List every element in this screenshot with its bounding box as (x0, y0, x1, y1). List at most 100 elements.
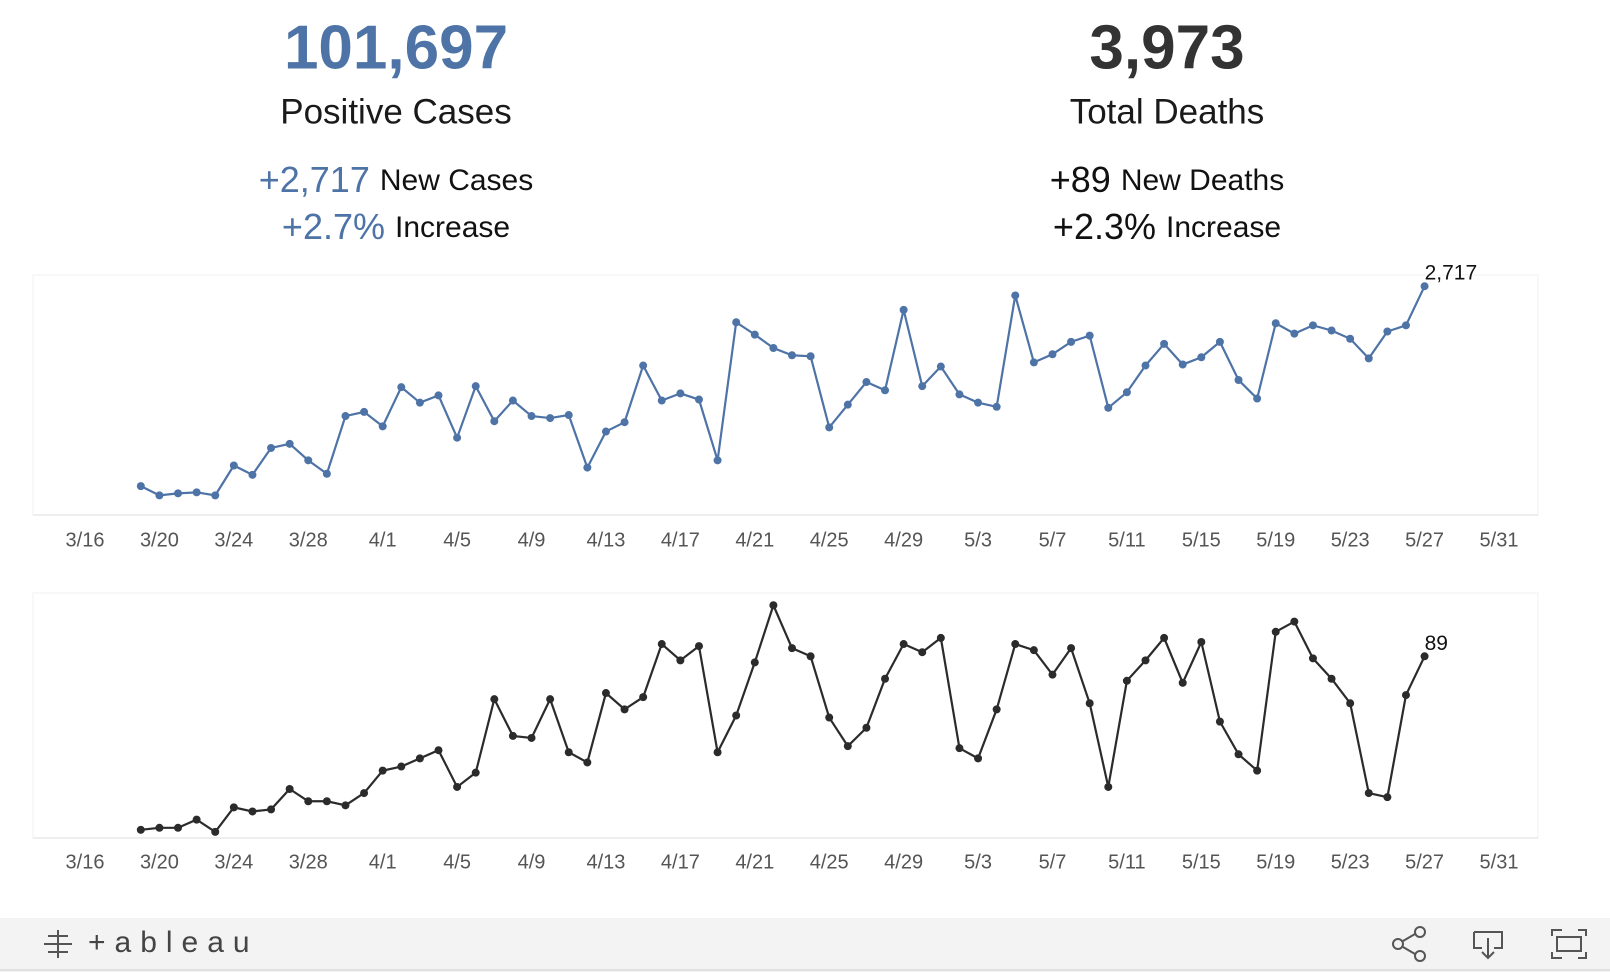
point (1122, 388, 1131, 397)
x-tick-label: 5/27 (1405, 529, 1444, 551)
point (1327, 674, 1336, 683)
x-tick-label: 5/31 (1480, 529, 1519, 551)
point (713, 748, 722, 757)
x-tick-label: 3/20 (140, 529, 179, 551)
x-tick-label: 5/11 (1108, 851, 1145, 873)
point (267, 443, 276, 452)
download-button[interactable] (1473, 931, 1503, 960)
point (1160, 339, 1169, 348)
point (136, 825, 145, 834)
kpi-change-value: +2,717 (259, 159, 370, 200)
x-tick-label: 5/3 (964, 529, 992, 551)
point (1364, 789, 1373, 798)
kpi-change: +2,717 New Cases (259, 159, 534, 200)
point (1122, 676, 1131, 685)
kpi-change: +2.3% Increase (1053, 206, 1281, 247)
point (620, 418, 629, 427)
point (769, 601, 778, 610)
point (453, 433, 462, 442)
point (229, 803, 238, 812)
point (1104, 403, 1113, 412)
point (601, 689, 610, 698)
point (918, 648, 927, 657)
share-button[interactable] (1392, 926, 1426, 962)
fullscreen-button[interactable] (1551, 929, 1587, 959)
x-tick-label: 5/15 (1182, 851, 1221, 873)
point (1104, 782, 1113, 791)
x-tick-label: 4/5 (443, 851, 471, 873)
x-tick-label: 5/15 (1182, 529, 1221, 551)
point (229, 461, 238, 470)
point (639, 693, 648, 702)
kpi-change-value: +89 (1050, 159, 1111, 200)
point (192, 815, 201, 824)
x-tick-label: 5/3 (964, 851, 992, 873)
x-tick-label: 4/17 (661, 529, 700, 551)
point (1011, 291, 1020, 300)
point (397, 762, 406, 771)
x-tick-label: 3/28 (289, 851, 328, 873)
point (1067, 644, 1076, 653)
point (881, 674, 890, 683)
point (1383, 327, 1392, 336)
kpi-change-value: +2.3% (1053, 206, 1156, 247)
point (1420, 282, 1429, 291)
brand: +ableau (88, 926, 259, 959)
x-tick-label: 5/7 (1039, 851, 1067, 873)
kpi-label: Positive Cases (280, 92, 511, 131)
x-tick-label: 3/16 (66, 851, 105, 873)
point (1197, 638, 1206, 646)
point (192, 488, 201, 497)
point (248, 470, 257, 479)
point (508, 731, 517, 740)
point (471, 768, 480, 777)
point (788, 351, 796, 360)
point (639, 361, 648, 370)
point (899, 305, 908, 314)
point (1160, 633, 1169, 642)
x-tick-label: 5/31 (1480, 851, 1519, 873)
point (974, 754, 983, 763)
point (1141, 361, 1150, 370)
point (1178, 360, 1187, 369)
x-tick-label: 3/24 (214, 851, 253, 873)
point (788, 644, 796, 653)
point (1346, 699, 1355, 708)
x-tick-label: 4/17 (661, 851, 700, 873)
point (992, 402, 1001, 411)
x-tick-label: 3/24 (214, 529, 253, 551)
x-tick-label: 5/11 (1108, 529, 1145, 551)
point (1141, 656, 1150, 665)
point (676, 656, 685, 665)
point (1401, 691, 1410, 700)
line (140, 285, 1426, 497)
x-tick-label: 4/29 (884, 851, 923, 873)
point (620, 705, 629, 714)
point (843, 742, 852, 751)
point (304, 456, 313, 465)
point (843, 400, 852, 409)
point (1420, 652, 1429, 661)
point (415, 398, 424, 407)
point (527, 412, 536, 421)
point (881, 386, 890, 395)
value-label: 2,717 (1425, 262, 1478, 285)
point (1271, 319, 1280, 328)
point (267, 805, 276, 814)
point (360, 407, 369, 416)
point (1067, 337, 1076, 346)
point (285, 439, 294, 448)
point (750, 658, 759, 667)
point (285, 785, 294, 793)
tableau-logo-icon (44, 930, 72, 958)
x-tick-label: 4/9 (518, 529, 546, 551)
point (1290, 617, 1299, 626)
point (750, 330, 759, 339)
point (490, 417, 499, 426)
point (378, 422, 387, 431)
point (1048, 350, 1057, 359)
point (806, 652, 815, 661)
kpi-value: 101,697 (284, 13, 508, 82)
point (1308, 321, 1317, 330)
